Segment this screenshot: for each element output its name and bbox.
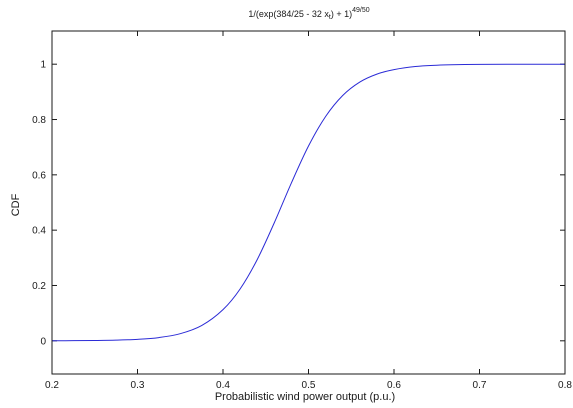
chart-title-tail: ) + 1) [331,9,352,19]
y-axis-label: CDF [10,193,22,216]
tick-marks [51,31,566,374]
y-tick-label: 0.2 [32,281,46,292]
chart-title: 1/(exp(384/25 - 32 xt) + 1)49/50 [248,7,369,21]
x-tick-label: 0.3 [131,380,145,391]
y-tick-label: 0 [40,336,46,347]
tick-labels: 0.2 0.3 0.4 0.5 0.6 0.7 0.8 0 0.2 0.4 0.6 0.8 1 [32,60,572,391]
x-axis-label: Probabilistic wind power output (p.u.) [215,391,395,403]
chart-title-base: 1/(exp(384/25 - 32 x [248,9,329,19]
x-tick-label: 0.6 [387,380,401,391]
cdf-curve [51,63,566,342]
chart-title-subscript: t [329,14,331,21]
x-tick-label: 0.2 [45,380,59,391]
x-tick-label: 0.5 [302,380,316,391]
x-tick-label: 0.4 [216,380,230,391]
plot-area-frame [51,30,566,375]
y-tick-label: 0.8 [32,115,46,126]
chart-title-superscript: 49/50 [352,7,370,14]
x-tick-label: 0.7 [473,380,487,391]
y-tick-label: 1 [40,60,46,71]
y-tick-label: 0.4 [32,226,46,237]
y-tick-label: 0.6 [32,170,46,181]
x-tick-label: 0.8 [558,380,572,391]
